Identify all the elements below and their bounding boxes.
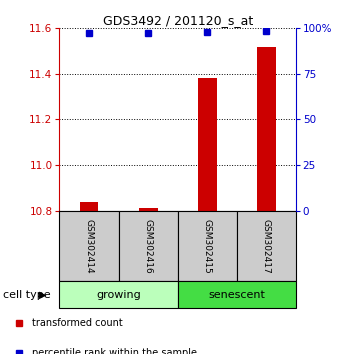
Bar bbox=[237, 211, 296, 281]
Text: growing: growing bbox=[96, 290, 141, 300]
Bar bbox=[139, 209, 157, 211]
Text: GSM302414: GSM302414 bbox=[85, 219, 94, 273]
Title: GDS3492 / 201120_s_at: GDS3492 / 201120_s_at bbox=[103, 14, 253, 27]
Bar bbox=[59, 211, 119, 281]
Bar bbox=[177, 211, 237, 281]
Bar bbox=[198, 79, 217, 211]
Bar bbox=[59, 281, 177, 308]
Text: ▶: ▶ bbox=[39, 290, 47, 300]
Bar bbox=[80, 201, 99, 211]
Text: senescent: senescent bbox=[208, 290, 265, 300]
Bar bbox=[177, 281, 296, 308]
Text: GSM302416: GSM302416 bbox=[143, 219, 153, 273]
Bar bbox=[119, 211, 177, 281]
Text: transformed count: transformed count bbox=[32, 318, 123, 328]
Text: percentile rank within the sample: percentile rank within the sample bbox=[32, 348, 197, 354]
Text: GSM302415: GSM302415 bbox=[203, 219, 212, 273]
Text: cell type: cell type bbox=[3, 290, 51, 300]
Bar bbox=[257, 47, 276, 211]
Text: GSM302417: GSM302417 bbox=[262, 219, 271, 273]
